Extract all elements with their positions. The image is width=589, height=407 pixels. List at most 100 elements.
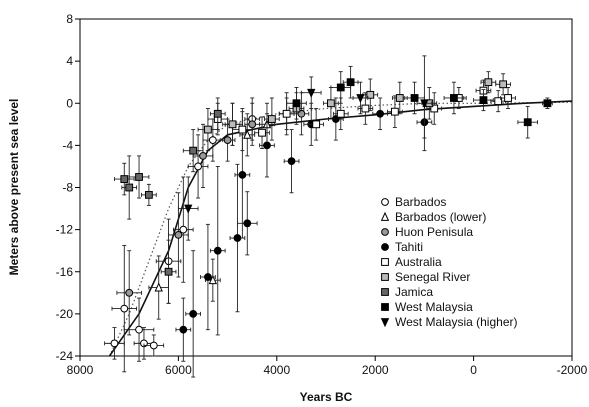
data-point [286, 87, 307, 120]
data-marker [213, 246, 222, 255]
data-point [300, 76, 322, 109]
legend-marker [381, 198, 389, 206]
data-marker [120, 175, 129, 183]
legend-item: Australia [381, 255, 442, 269]
legend-item: Senegal River [381, 270, 470, 284]
data-marker [504, 94, 512, 102]
legend-marker [381, 288, 389, 296]
data-marker [346, 78, 355, 87]
data-marker [189, 309, 198, 318]
data-point [517, 105, 539, 139]
legend-item: West Malaysia (higher) [380, 315, 517, 329]
data-marker [312, 120, 321, 129]
data-point [416, 55, 433, 152]
data-point [323, 87, 339, 120]
data-point [278, 97, 295, 131]
data-point [192, 123, 214, 188]
data-point [200, 223, 216, 331]
data-marker [213, 109, 222, 118]
data-marker [395, 94, 404, 102]
data-point [244, 102, 261, 146]
data-marker [479, 96, 488, 104]
data-marker [125, 183, 134, 192]
y-axis-title: Meters above present sea level [7, 99, 21, 276]
y-tick-label: 4 [66, 54, 73, 68]
data-point [443, 81, 465, 115]
data-marker [307, 88, 316, 98]
data-marker [494, 97, 503, 106]
data-marker [238, 170, 247, 179]
y-tick-label: -16 [56, 265, 74, 279]
data-marker [327, 99, 335, 108]
data-point [173, 176, 194, 283]
data-point [372, 97, 388, 131]
data-point [254, 116, 270, 149]
legend-label: Tahiti [395, 240, 423, 254]
data-marker [484, 78, 493, 87]
data-point [330, 71, 352, 104]
data-marker [208, 274, 218, 285]
data-marker [287, 157, 296, 166]
data-marker [184, 204, 193, 214]
data-point [222, 102, 243, 146]
legend-marker [381, 228, 389, 236]
data-marker [154, 282, 163, 292]
data-marker [543, 99, 552, 108]
y-tick-label: -20 [56, 307, 74, 321]
data-point [121, 155, 138, 220]
data-point [148, 255, 170, 320]
plot-area: 8000 6000 4000 2000 0 -2000 8 4 0 -4 -8 -12 -16 -20 -2… [56, 12, 588, 378]
data-point [197, 108, 219, 152]
y-tick-label: -24 [56, 349, 74, 363]
data-marker [258, 128, 266, 137]
data-marker [390, 107, 399, 116]
legend-item: Huon Penisula [381, 225, 473, 239]
series-7 [286, 65, 553, 139]
data-point [426, 92, 443, 125]
legend-item: Barbados (lower) [380, 210, 486, 224]
data-marker [430, 104, 439, 113]
x-tick-label: 6000 [165, 363, 192, 377]
data-point [182, 129, 204, 173]
data-point [283, 129, 300, 194]
data-point [160, 239, 177, 304]
data-point [143, 334, 165, 357]
legend-item: West Malaysia [381, 300, 473, 314]
data-marker [243, 129, 252, 139]
data-point [542, 97, 553, 109]
legend-marker [381, 273, 389, 281]
data-marker [361, 104, 370, 113]
x-axis-title: Years BC [300, 390, 353, 404]
legend-label: Barbados (lower) [395, 210, 486, 224]
series-1 [148, 102, 275, 320]
data-marker [135, 325, 143, 334]
data-point [185, 250, 201, 378]
legend-marker [381, 258, 389, 266]
data-point [141, 183, 157, 206]
data-point [123, 297, 155, 362]
data-marker [179, 225, 188, 234]
data-marker [499, 80, 508, 89]
legend-label: West Malaysia (higher) [395, 315, 517, 329]
data-marker [120, 304, 129, 313]
legend-marker [381, 303, 389, 311]
data-point [128, 155, 150, 199]
data-point [495, 73, 511, 96]
data-marker [208, 136, 217, 145]
legend-label: Huon Penisula [395, 225, 473, 239]
data-point [264, 97, 280, 141]
legend-item: Tahiti [381, 240, 423, 254]
legend-label: Senegal River [395, 270, 470, 284]
data-marker [292, 99, 301, 108]
x-tick-label: 0 [470, 363, 477, 377]
data-marker [263, 141, 271, 150]
legend-item: Barbados [381, 195, 446, 209]
x-tick-label: 4000 [263, 363, 290, 377]
data-marker [282, 109, 291, 118]
data-marker [523, 118, 532, 127]
x-tick-label: 2000 [362, 363, 389, 377]
data-marker [199, 152, 207, 160]
x-tick-label: 8000 [67, 363, 94, 377]
data-marker [267, 115, 276, 123]
